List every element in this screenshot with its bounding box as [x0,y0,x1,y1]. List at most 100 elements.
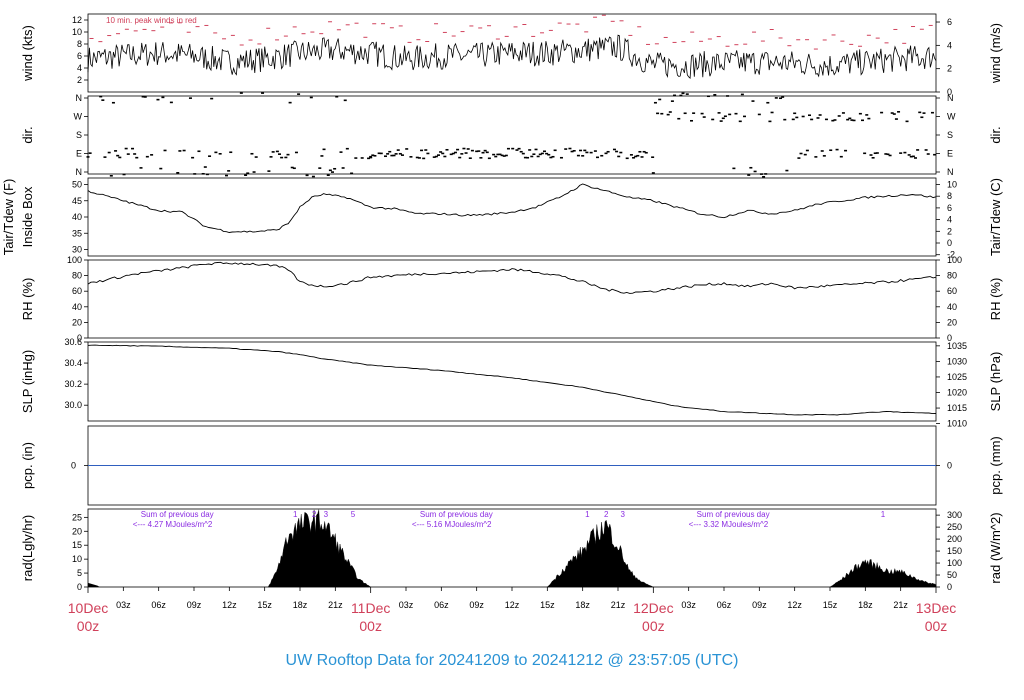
x-tick-label: 06z [717,600,732,610]
x-tick-label: 12z [787,600,802,610]
rh-series-line [87,261,937,294]
radiation-area-start [88,582,100,587]
wind-ylabel-right: wind (m/s) [988,23,1003,84]
wind-ytick-right-label: 6 [947,17,952,27]
radiation-ytick-right-label: 250 [947,522,962,532]
wind-series-line [87,34,937,79]
temperature-ytick-label: 40 [72,212,82,222]
slp-ytick-label: 30.4 [64,358,82,368]
rh-ytick-label: 100 [67,255,82,265]
precip-ylabel: pcp. (in) [20,442,35,489]
direction-ytick-label: N [76,93,83,103]
radiation-frame [87,508,937,588]
slp-ytick-right-label: 1025 [947,372,967,382]
precip-ytick-right-label: 0 [947,461,952,471]
direction-ylabel-right: dir. [988,126,1003,143]
x-day-label: 13Dec [916,600,956,616]
slp-ytick-label: 30.0 [64,400,82,410]
x-tick-label: 09z [469,600,484,610]
radiation-ytick-right-label: 300 [947,510,962,520]
x-tick-label: 03z [116,600,131,610]
temperature-ytick-label: 35 [72,228,82,238]
temperature-ylabel-outer: Tair/Tdew (F) [1,179,16,256]
wind-annotation: 10 min. peak winds in red [106,16,197,25]
x-tick-label: 06z [434,600,449,610]
radiation-ytick-label: 25 [72,512,82,522]
radiation-ylabel: rad(Lgly/hr) [20,515,35,581]
precip-ylabel-right: pcp. (mm) [988,436,1003,495]
slp-ytick-right-label: 1020 [947,387,967,397]
slp-ytick-label: 30.2 [64,379,82,389]
x-day-hour-label: 00z [642,618,665,634]
temperature-ytick-right-label: -2 [947,250,955,260]
x-tick-label: 03z [681,600,696,610]
x-tick-label: 03z [399,600,414,610]
x-tick-label: 12z [222,600,237,610]
direction-ytick-right-label: N [947,93,954,103]
radiation-ytick-right-label: 150 [947,546,962,556]
radiation-note-sum: <--- 4.27 MJoules/m^2 [133,520,213,529]
x-tick-label: 21z [893,600,908,610]
rh-ylabel-right: RH (%) [988,278,1003,321]
x-tick-label: 21z [611,600,626,610]
wind-ytick-right-label: 4 [947,40,952,50]
x-tick-label: 15z [540,600,555,610]
radiation-area-day-3 [829,559,937,588]
rh-ytick-label: 60 [72,286,82,296]
direction-ytick-label: N [76,167,83,177]
slp-ytick-right-label: 1015 [947,403,967,413]
slp-ylabel: SLP (inHg) [20,350,35,413]
x-tick-label: 18z [575,600,590,610]
temperature-ytick-right-label: 6 [947,203,952,213]
radiation-note-sum: <--- 5.16 MJoules/m^2 [412,520,492,529]
slp-ytick-right-label: 1010 [947,419,967,429]
radiation-note-sum: <--- 3.32 MJoules/m^2 [689,520,769,529]
wind-ytick-label: 10 [72,27,82,37]
x-tick-label: 09z [187,600,202,610]
wind-ylabel: wind (kts) [20,25,35,82]
x-tick-label: 15z [823,600,838,610]
temperature-ytick-label: 45 [72,196,82,206]
wind-ytick-label: 2 [77,75,82,85]
temperature-ytick-right-label: 2 [947,226,952,236]
x-day-hour-label: 00z [77,618,100,634]
radiation-marker: 1 [293,510,298,519]
direction-frame [87,95,937,175]
radiation-ytick-label: 10 [72,554,82,564]
radiation-ytick-label: 0 [77,582,82,592]
rh-ytick-label: 20 [72,317,82,327]
radiation-marker: 3 [620,510,625,519]
radiation-ytick-label: 5 [77,568,82,578]
x-tick-label: 09z [752,600,767,610]
direction-ytick-label: S [76,130,82,140]
temperature-ylabel-right: Tair/Tdew (C) [988,178,1003,256]
temperature-ytick-right-label: 8 [947,191,952,201]
x-tick-label: 18z [293,600,308,610]
slp-ytick-right-label: 1035 [947,341,967,351]
rh-ytick-right-label: 40 [947,302,957,312]
x-day-label: 11Dec [351,600,390,616]
wind-ytick-label: 12 [72,15,82,25]
temperature-ytick-right-label: 10 [947,180,957,190]
temperature-ytick-label: 30 [72,245,82,255]
x-day-label: 12Dec [633,600,673,616]
slp-ytick-label: 30.6 [64,337,82,347]
x-tick-label: 12z [505,600,520,610]
direction-ytick-label: W [74,112,83,122]
radiation-marker: 1 [881,510,886,519]
temperature-ytick-right-label: 4 [947,215,952,225]
rh-ytick-right-label: 60 [947,286,957,296]
direction-ytick-right-label: N [947,167,954,177]
x-day-hour-label: 00z [359,618,382,634]
radiation-note-title: Sum of previous day [420,510,493,519]
direction-ytick-right-label: E [947,149,953,159]
x-day-hour-label: 00z [925,618,948,634]
radiation-ytick-label: 20 [72,526,82,536]
x-tick-label: 18z [858,600,873,610]
radiation-ytick-right-label: 200 [947,534,962,544]
radiation-marker: 2 [312,510,317,519]
slp-ytick-right-label: 1030 [947,356,967,366]
radiation-marker: 2 [604,510,609,519]
slp-frame [87,341,937,422]
